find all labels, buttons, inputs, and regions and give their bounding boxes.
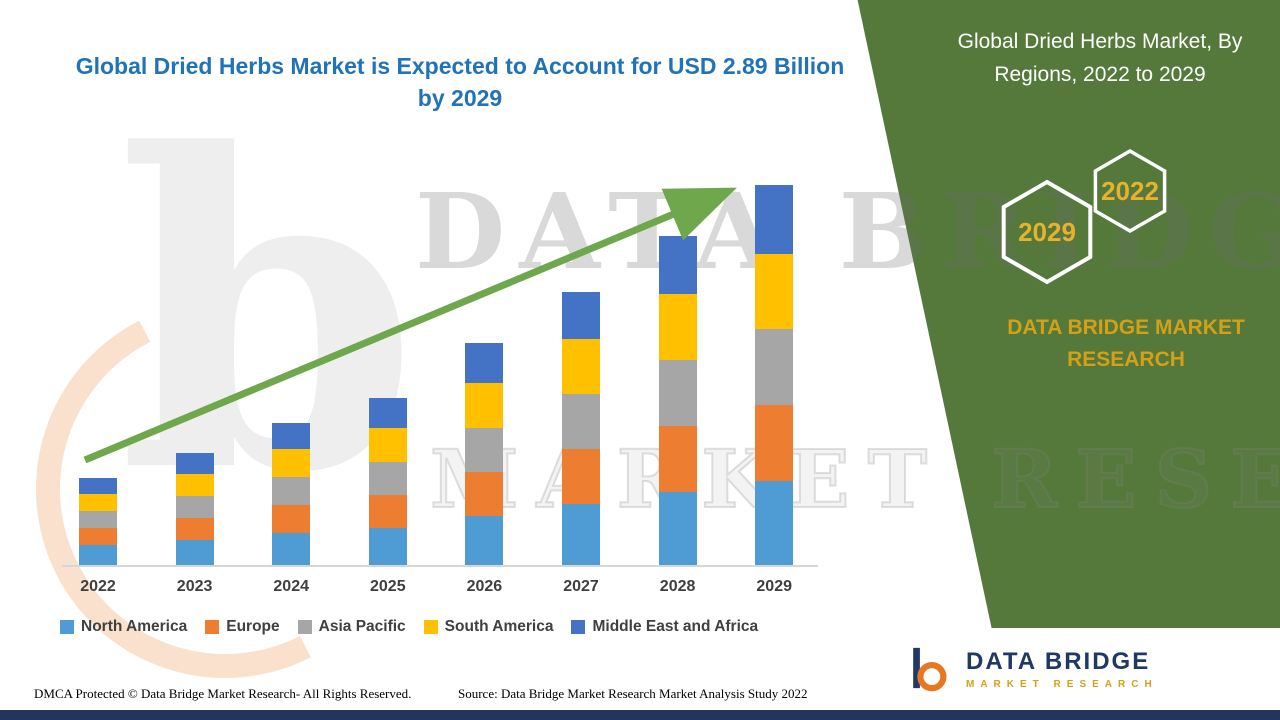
segment-asia-pacific — [79, 511, 117, 528]
bottom-navy-bar — [0, 710, 1280, 720]
side-panel-heading-line2: Regions, 2022 to 2029 — [994, 62, 1206, 86]
legend-label: South America — [444, 618, 554, 635]
legend-label: North America — [81, 618, 188, 635]
x-axis-label-2026: 2026 — [466, 578, 503, 595]
segment-north-america — [755, 481, 794, 565]
segment-middle-east-and-africa — [465, 343, 504, 383]
page-title-line2: by 2029 — [417, 85, 503, 112]
x-axis-label-2023: 2023 — [176, 578, 213, 595]
legend-item-north-america: North America — [60, 618, 187, 636]
segment-middle-east-and-africa — [562, 292, 600, 339]
legend-label: Asia Pacific — [318, 618, 406, 635]
segment-middle-east-and-africa — [79, 478, 117, 494]
segment-middle-east-and-africa — [175, 453, 214, 474]
databridge-logo-icon — [913, 647, 947, 692]
legend-item-middle-east-africa: Middle East and Africa — [571, 618, 758, 636]
segment-north-america — [272, 533, 311, 565]
segment-north-america — [79, 545, 117, 565]
legend-item-europe: Europe — [205, 618, 280, 636]
segment-europe — [658, 426, 697, 492]
stacked-bar-2027 — [562, 292, 600, 565]
segment-south-america — [175, 474, 214, 496]
segment-europe — [465, 472, 504, 516]
stacked-bar-chart — [79, 185, 794, 565]
brand-text: DATA BRIDGE MARKET RESEARCH — [1007, 316, 1245, 371]
legend-swatch-asia-pacific — [297, 620, 312, 634]
legend-swatch-south-america — [423, 620, 438, 634]
x-axis-label-2029: 2029 — [756, 578, 792, 595]
legend-swatch-north-america — [60, 620, 74, 634]
segment-north-america — [175, 540, 214, 565]
segment-south-america — [755, 254, 794, 329]
stacked-bar-2022 — [79, 478, 117, 565]
stacked-bar-2026 — [465, 343, 504, 565]
segment-europe — [755, 405, 794, 481]
logo-subtext: MARKET RESEARCH — [966, 679, 1158, 690]
legend-label: Europe — [226, 618, 280, 635]
segment-south-america — [562, 339, 600, 394]
segment-south-america — [79, 494, 117, 511]
side-panel-heading-line1: Global Dried Herbs Market, By — [957, 30, 1243, 53]
legend-item-south-america: South America — [423, 618, 554, 636]
page-title-line1: Global Dried Herbs Market is Expected to… — [75, 53, 845, 79]
side-panel-heading: Global Dried Herbs Market, By Regions, 2… — [930, 26, 1270, 91]
segment-europe — [175, 518, 214, 540]
segment-south-america — [658, 294, 697, 360]
segment-asia-pacific — [175, 496, 214, 518]
segment-middle-east-and-africa — [368, 398, 407, 428]
x-axis-line — [62, 565, 818, 567]
segment-middle-east-and-africa — [272, 423, 311, 449]
x-axis-label-2028: 2028 — [659, 578, 696, 595]
logo-box: DATA BRIDGE MARKET RESEARCH — [876, 628, 1280, 710]
hexagon-2022-label: 2022 — [1101, 176, 1159, 206]
segment-middle-east-and-africa — [658, 236, 697, 294]
segment-europe — [368, 495, 407, 528]
segment-middle-east-and-africa — [755, 185, 794, 254]
x-axis-label-2027: 2027 — [563, 578, 599, 595]
legend-label: Middle East and Africa — [592, 618, 759, 635]
hexagon-2022 — [1093, 148, 1167, 234]
x-axis-label-2025: 2025 — [370, 578, 406, 595]
dmca-notice: DMCA Protected © Data Bridge Market Rese… — [34, 686, 412, 701]
segment-south-america — [465, 383, 504, 428]
stacked-bar-2023 — [175, 453, 214, 565]
hexagon-2029 — [1001, 179, 1093, 285]
legend-swatch-europe — [205, 620, 220, 634]
segment-north-america — [368, 528, 407, 565]
source-note: Source: Data Bridge Market Research Mark… — [458, 686, 808, 701]
segment-north-america — [562, 504, 600, 565]
year-hexagon-badges: 2029 2022 — [1001, 148, 1167, 285]
segment-europe — [562, 449, 600, 504]
segment-europe — [272, 505, 311, 533]
stacked-bar-2025 — [368, 398, 407, 565]
legend-swatch-middle-east-africa — [571, 620, 586, 634]
hexagon-2029-label: 2029 — [1018, 217, 1076, 247]
segment-asia-pacific — [368, 462, 407, 495]
x-axis-label-2024: 2024 — [273, 578, 309, 595]
segment-asia-pacific — [755, 329, 794, 405]
segment-south-america — [272, 449, 311, 477]
stacked-bar-2028 — [658, 236, 697, 565]
x-axis-label-2022: 2022 — [80, 578, 116, 595]
segment-north-america — [465, 516, 504, 565]
page-title: Global Dried Herbs Market is Expected to… — [20, 50, 900, 114]
segment-asia-pacific — [465, 428, 504, 472]
stacked-bar-2029 — [755, 185, 794, 565]
logo-text: DATA BRIDGE MARKET RESEARCH — [966, 648, 1158, 690]
segment-north-america — [658, 492, 697, 565]
legend-item-asia-pacific: Asia Pacific — [297, 618, 406, 636]
segment-asia-pacific — [272, 477, 311, 505]
segment-asia-pacific — [658, 360, 697, 426]
segment-asia-pacific — [562, 394, 600, 449]
stacked-bar-2024 — [272, 423, 311, 565]
logo-name: DATA BRIDGE — [966, 648, 1151, 675]
segment-europe — [79, 528, 117, 545]
segment-south-america — [368, 428, 407, 462]
chart-legend: North America Europe Asia Pacific South … — [60, 618, 758, 636]
